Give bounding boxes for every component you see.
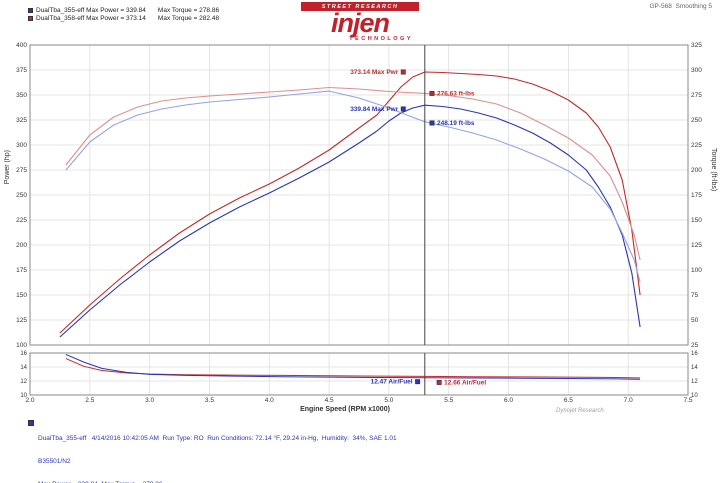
annotation-marker <box>415 379 421 385</box>
x-tick-label: 4.0 <box>265 397 274 404</box>
curve-dualtba-358-eff-power <box>59 71 641 334</box>
x-tick-label: 2.0 <box>25 397 34 404</box>
curve-dualtba-358-eff-torque <box>65 86 641 261</box>
run1-conditions-line: DualTba_355-eff 4/14/2016 10:42:05 AM Ru… <box>38 434 397 442</box>
power-tick-label: 375 <box>16 67 27 74</box>
strip-right-tick-label: 12 <box>691 379 698 385</box>
strip-right-tick-label: 10 <box>691 393 698 399</box>
torque-tick-label: 300 <box>691 67 702 74</box>
x-tick-label: 7.0 <box>624 397 633 404</box>
torque-tick-label: 275 <box>691 92 702 99</box>
power-tick-label: 125 <box>16 317 27 324</box>
power-tick-label: 200 <box>16 242 27 249</box>
logo-injen-wordmark: injen <box>330 8 390 38</box>
strip-left-tick-label: 10 <box>20 393 27 399</box>
strip-left-tick-label: 16 <box>20 351 27 357</box>
power-tick-label: 150 <box>16 292 27 299</box>
smoothing-info: GP-568 Smoothing 5 <box>649 3 712 10</box>
torque-tick-label: 225 <box>691 142 702 149</box>
legend-row-run1: DualTba_355-eff Max Power = 339.84 Max T… <box>28 7 219 14</box>
strip-curve-dualtba-355-eff-air-fuel <box>65 353 641 380</box>
annotation-label: 339.84 Max Pwr <box>350 106 399 113</box>
annotation-label: 12.47 Air/Fuel <box>371 379 413 386</box>
torque-tick-label: 200 <box>691 167 702 174</box>
x-tick-label: 3.5 <box>205 397 214 404</box>
annotation-label: 12.66 Air/Fuel <box>444 379 486 386</box>
annotation-label: 276.63 ft-lbs <box>437 90 475 97</box>
torque-tick-label: 100 <box>691 267 702 274</box>
run2-summary-label: DualTba_358-eff Max Power = 373.14 <box>36 15 146 22</box>
curve-dualtba-355-eff-torque <box>65 90 641 283</box>
strip-left-tick-label: 14 <box>20 365 27 371</box>
annotation-marker <box>400 106 406 112</box>
main-plot-frame <box>29 44 689 346</box>
afr-strip-frame <box>29 352 689 396</box>
legend-row-run2: DualTba_358-eff Max Power = 373.14 Max T… <box>28 15 219 22</box>
annotation-label: 373.14 Max Pwr <box>350 69 399 76</box>
annotation-marker <box>400 69 406 75</box>
run-detail-legend: DualTba_355-eff 4/14/2016 10:42:05 AM Ru… <box>28 419 397 483</box>
annotation-marker <box>429 120 435 126</box>
strip-right-tick-label: 16 <box>691 351 698 357</box>
run1-summary-label: DualTba_355-eff Max Power = 339.84 <box>36 7 146 14</box>
x-tick-label: 6.0 <box>504 397 513 404</box>
torque-tick-label: 250 <box>691 117 702 124</box>
power-tick-label: 400 <box>16 42 27 49</box>
logo-street-research-banner: STREET RESEARCH <box>301 2 419 11</box>
top-run-legend: DualTba_355-eff Max Power = 339.84 Max T… <box>28 7 219 23</box>
power-tick-label: 100 <box>16 342 27 349</box>
power-tick-label: 175 <box>16 267 27 274</box>
run1-code-line: B35501/N2 <box>38 457 71 465</box>
torque-tick-label: 150 <box>691 217 702 224</box>
run1-detail-lines: DualTba_355-eff 4/14/2016 10:42:05 AM Ru… <box>38 419 397 483</box>
power-tick-label: 300 <box>16 142 27 149</box>
engine-speed-axis-title: Engine Speed (RPM x1000) <box>300 406 390 413</box>
torque-tick-label: 175 <box>691 192 702 199</box>
logo-technology-tagline: TECHNOLOGY <box>349 35 413 42</box>
x-tick-label: 4.5 <box>325 397 334 404</box>
run2-torque-label: Max Torque = 282.48 <box>157 15 220 22</box>
run1-color-swatch <box>28 8 33 13</box>
annotation-marker <box>436 379 442 385</box>
power-tick-label: 250 <box>16 192 27 199</box>
run1-torque-label: Max Torque = 278.86 <box>157 7 220 14</box>
strip-left-tick-label: 12 <box>20 379 27 385</box>
torque-tick-label: 25 <box>691 342 699 349</box>
torque-tick-label: 50 <box>691 317 699 324</box>
annotation-label: 248.19 ft-lbs <box>437 120 475 127</box>
curve-dualtba-355-eff-power <box>59 104 641 338</box>
run1-detail-swatch <box>28 420 34 426</box>
power-tick-label: 225 <box>16 217 27 224</box>
torque-tick-label: 125 <box>691 242 702 249</box>
run1-detail-entry: DualTba_355-eff 4/14/2016 10:42:05 AM Ru… <box>28 419 397 483</box>
dynojet-watermark: Dynojet Research <box>556 408 604 414</box>
power-tick-label: 325 <box>16 117 27 124</box>
x-tick-label: 5.5 <box>444 397 453 404</box>
x-tick-label: 6.5 <box>564 397 573 404</box>
run1-max-line: Max Power = 339.84 Max Torque = 278.86 <box>38 481 397 483</box>
torque-tick-label: 325 <box>691 42 702 49</box>
run2-color-swatch <box>28 16 33 21</box>
strip-curve-dualtba-358-eff-air-fuel <box>65 358 641 379</box>
annotation-marker <box>429 90 435 96</box>
torque-axis-title: Torque (ft-lbs) <box>710 148 717 192</box>
injen-logo: STREET RESEARCH injen TECHNOLOGY <box>301 2 419 42</box>
x-tick-label: 7.5 <box>683 397 692 404</box>
strip-right-tick-label: 14 <box>691 365 698 371</box>
x-tick-label: 3.0 <box>145 397 154 404</box>
power-tick-label: 350 <box>16 92 27 99</box>
power-axis-title: Power (hp) <box>4 150 11 185</box>
torque-tick-label: 75 <box>691 292 699 299</box>
x-tick-label: 5.0 <box>384 397 393 404</box>
x-tick-label: 2.5 <box>85 397 94 404</box>
power-tick-label: 275 <box>16 167 27 174</box>
